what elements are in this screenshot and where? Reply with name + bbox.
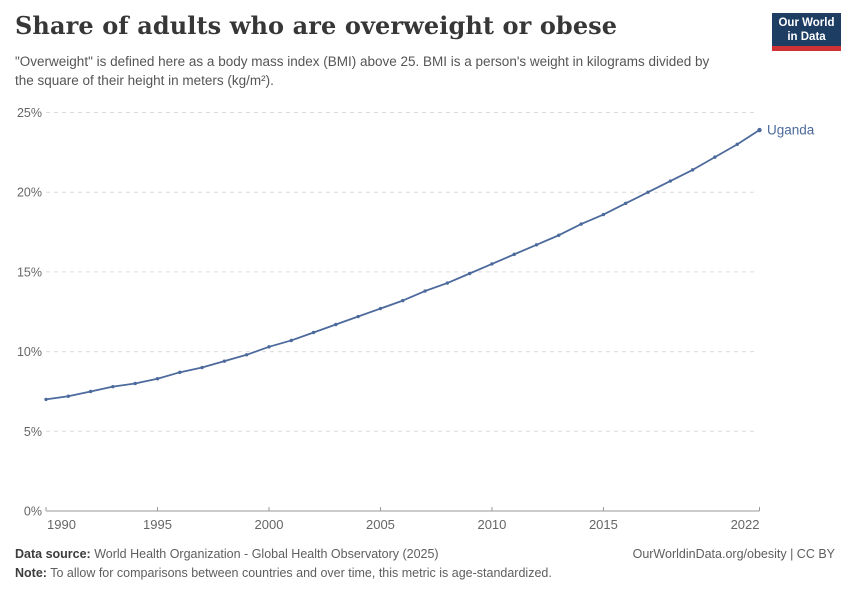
page-title: Share of adults who are overweight or ob…: [15, 11, 618, 40]
data-point-marker: [111, 384, 115, 389]
note-label: Note:: [15, 566, 47, 580]
data-point-marker: [267, 345, 271, 349]
data-point-marker: [490, 262, 494, 266]
x-axis-tick-label: 1990: [47, 517, 76, 532]
data-point-marker: [601, 212, 606, 217]
owid-url-link[interactable]: OurWorldinData.org/obesity | CC BY: [632, 547, 835, 561]
x-axis-tick-label: 1995: [143, 517, 172, 532]
data-point-marker: [334, 322, 338, 327]
data-point-marker: [690, 168, 695, 172]
x-axis-tick-label: 2022: [731, 517, 760, 532]
data-point-marker: [378, 306, 383, 311]
x-axis-tick-label: 2005: [366, 517, 395, 532]
data-point-marker: [44, 397, 48, 402]
y-axis-tick-label: 0%: [24, 505, 42, 519]
x-axis-tick-label: 2015: [589, 517, 618, 532]
x-axis-tick-label: 2010: [477, 517, 506, 532]
data-point-marker: [757, 127, 762, 133]
data-point-marker: [534, 243, 539, 247]
owid-logo-line2: in Data: [787, 31, 826, 43]
data-point-marker: [289, 338, 293, 343]
y-axis-tick-label: 20%: [17, 186, 42, 200]
series-end-label-uganda: Uganda: [767, 123, 815, 138]
data-point-marker: [512, 252, 516, 257]
data-point-marker: [244, 353, 249, 357]
chart-subtitle: "Overweight" is defined here as a body m…: [15, 54, 710, 89]
x-axis-tick-label: 2000: [255, 517, 284, 532]
note-text: To allow for comparisons between countri…: [50, 566, 552, 580]
data-point-marker: [88, 389, 93, 394]
data-source-text: World Health Organization - Global Healt…: [94, 547, 439, 561]
data-point-marker: [579, 222, 583, 226]
data-point-marker: [311, 330, 316, 335]
owid-logo-line1: Our World: [778, 17, 835, 29]
data-point-marker: [178, 370, 182, 375]
data-point-marker: [66, 394, 70, 398]
y-axis-tick-label: 10%: [17, 345, 42, 359]
data-point-marker: [401, 298, 405, 303]
data-point-marker: [735, 142, 739, 147]
owid-logo: Our World in Data: [772, 13, 841, 51]
y-axis-tick-label: 25%: [17, 106, 42, 120]
data-point-marker: [445, 281, 450, 285]
data-point-marker: [467, 271, 472, 276]
y-axis-tick-label: 5%: [24, 425, 42, 439]
y-axis-tick-label: 15%: [17, 265, 42, 279]
data-point-marker: [624, 201, 628, 206]
data-point-marker: [713, 155, 717, 159]
data-point-marker: [646, 190, 650, 194]
note-line: Note: To allow for comparisons between c…: [15, 566, 552, 580]
data-point-marker: [668, 179, 673, 183]
data-source-label: Data source:: [15, 547, 91, 561]
data-point-marker: [155, 376, 160, 381]
data-point-marker: [222, 359, 227, 363]
data-point-marker: [200, 365, 204, 370]
data-point-marker: [423, 289, 427, 293]
data-point-marker: [133, 381, 137, 386]
data-point-marker: [557, 233, 561, 237]
data-source-line: Data source: World Health Organization -…: [15, 547, 439, 561]
data-point-marker: [356, 314, 360, 319]
